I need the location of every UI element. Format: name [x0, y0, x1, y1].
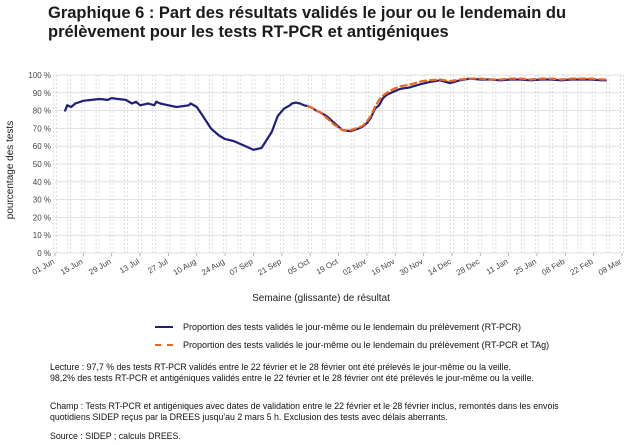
y-tick-label: 30 % — [33, 196, 51, 205]
y-tick-label: 40 % — [33, 178, 51, 187]
x-tick-label: 01 Jun — [31, 257, 56, 277]
x-tick-label: 27 Jul — [146, 257, 169, 276]
y-tick-label: 100 % — [28, 71, 51, 80]
x-tick-label: 02 Nov — [341, 257, 367, 277]
x-tick-label: 08 Mar — [597, 257, 623, 277]
y-axis-ticks: 0 % 10 % 20 % 30 % 40 % 50 % 60 % 70 % 80 % 90 % 1… — [28, 71, 51, 258]
y-tick-label: 10 % — [33, 231, 51, 240]
champ-line-2: quotidiens SIDEP reçus par la DREES jusq… — [50, 412, 448, 422]
y-axis-label: pourcentage des tests — [5, 121, 16, 219]
x-tick-label: 19 Oct — [315, 257, 341, 277]
legend-swatch-rtpcr — [155, 326, 173, 328]
legend-label-rtpcr: Proportion des tests validés le jour-mêm… — [183, 322, 521, 332]
chart-title-line-1: Graphique 6 : Part des résultats validés… — [48, 4, 567, 22]
champ-line-1: Champ : Tests RT-PCR et antigéniques ave… — [50, 401, 559, 411]
y-tick-label: 70 % — [33, 124, 51, 133]
champ-note: Champ : Tests RT-PCR et antigéniques ave… — [50, 401, 630, 423]
y-tick-label: 80 % — [33, 107, 51, 116]
x-tick-label: 21 Sep — [256, 257, 283, 278]
x-tick-label: 30 Nov — [398, 257, 424, 277]
x-tick-label: 28 Dec — [455, 257, 481, 277]
grid — [53, 74, 624, 254]
x-tick-label: 10 Aug — [172, 257, 198, 277]
lecture-note: Lecture : 97,7 % des tests RT-PCR validé… — [50, 362, 630, 384]
y-tick-label: 60 % — [33, 142, 51, 151]
x-tick-label: 05 Oct — [286, 257, 312, 277]
series-line-rtpcr — [63, 77, 607, 151]
source-note: Source : SIDEP ; calculs DREES. — [50, 431, 181, 441]
x-tick-label: 11 Jan — [485, 257, 510, 277]
x-tick-label: 08 Feb — [540, 257, 567, 278]
series-line-rtpcr-tag — [307, 77, 607, 132]
lecture-line-2: 98,2% des tests RT-PCR et antigéniques v… — [50, 373, 534, 383]
y-tick-label: 90 % — [33, 89, 51, 98]
series-lines — [63, 77, 607, 151]
legend-item-rtpcr: Proportion des tests validés le jour-mêm… — [155, 318, 549, 336]
x-tick-label: 24 Aug — [200, 257, 226, 277]
chart-title-line-2: prélèvement pour les tests RT-PCR et ant… — [48, 23, 449, 41]
x-tick-label: 25 Jan — [513, 257, 538, 277]
x-tick-label: 13 Jul — [118, 257, 141, 276]
legend-swatch-rtpcr-tag — [155, 344, 173, 346]
y-tick-label: 20 % — [33, 213, 51, 222]
x-axis-label: Semaine (glissante) de résultat — [252, 293, 390, 304]
x-tick-label: 15 Jun — [59, 257, 84, 277]
legend-label-rtpcr-tag: Proportion des tests validés le jour-mêm… — [183, 340, 550, 350]
y-tick-label: 50 % — [33, 160, 51, 169]
y-tick-label: 0 % — [37, 249, 51, 258]
x-axis-ticks: 01 Jun 15 Jun 29 Jun 13 Jul 27 Jul 10 Aug 24 A… — [31, 253, 623, 278]
x-tick-label: 16 Nov — [370, 257, 396, 277]
line-chart: 0 % 10 % 20 % 30 % 40 % 50 % 60 % 70 % 80 % 90 % 1… — [5, 71, 624, 304]
lecture-line-1: Lecture : 97,7 % des tests RT-PCR validé… — [50, 362, 511, 372]
legend-item-rtpcr-tag: Proportion des tests validés le jour-mêm… — [155, 336, 549, 354]
x-tick-label: 07 Sep — [228, 257, 255, 278]
x-tick-label: 22 Feb — [569, 257, 596, 278]
chart-title: Graphique 6 : Part des résultats validés… — [48, 4, 628, 42]
legend: Proportion des tests validés le jour-mêm… — [155, 318, 549, 354]
x-tick-label: 29 Jun — [87, 257, 112, 277]
x-tick-label: 14 Dec — [426, 257, 452, 277]
